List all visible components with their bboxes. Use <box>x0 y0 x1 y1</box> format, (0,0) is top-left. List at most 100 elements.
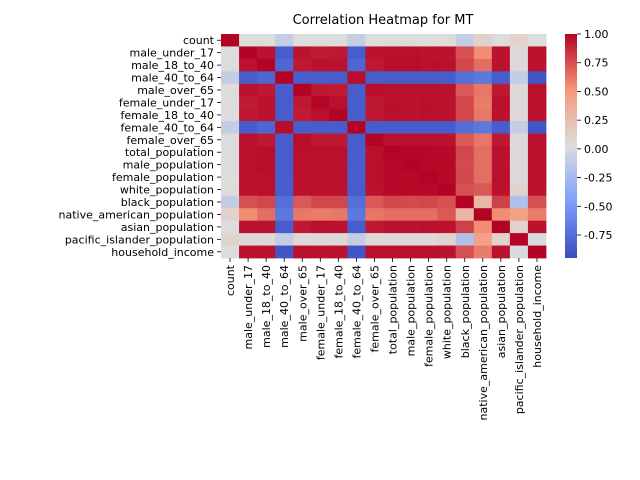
y-tick-label: count <box>183 34 215 47</box>
heatmap-cell-13-11 <box>419 195 439 209</box>
heatmap-cell-0-10 <box>401 34 421 47</box>
heatmap-cell-10-1 <box>239 158 258 172</box>
heatmap-cell-2-6 <box>329 58 348 72</box>
heatmap-cell-9-5 <box>311 146 330 159</box>
heatmap-cell-11-17 <box>527 170 547 184</box>
heatmap-cell-15-16 <box>509 220 529 234</box>
heatmap-cell-16-4 <box>293 233 312 246</box>
heatmap-cell-9-3 <box>275 146 294 159</box>
heatmap-cell-11-4 <box>293 170 312 184</box>
heatmap-cell-14-8 <box>365 208 384 222</box>
heatmap-cell-6-16 <box>509 108 529 122</box>
heatmap-cell-7-12 <box>437 121 457 134</box>
heatmap-cell-12-15 <box>491 183 511 197</box>
heatmap-cell-0-16 <box>509 34 529 47</box>
heatmap-cell-14-6 <box>329 208 348 222</box>
heatmap-cell-7-2 <box>257 121 276 134</box>
heatmap-cell-3-9 <box>383 71 402 85</box>
x-tick-labels: count male_under_17 male_18_to_40 male_40_t… <box>224 258 544 420</box>
heatmap-cell-8-0 <box>221 133 240 147</box>
heatmap-cell-0-12 <box>437 34 457 47</box>
heatmap-cell-4-2 <box>257 83 276 97</box>
heatmap-cell-15-4 <box>293 220 312 234</box>
heatmap-cell-16-17 <box>527 233 547 246</box>
heatmap-cell-16-10 <box>401 233 421 246</box>
heatmap-cell-1-5 <box>311 46 330 60</box>
heatmap-cell-1-13 <box>455 46 475 60</box>
heatmap-cell-11-16 <box>509 170 529 184</box>
heatmap-cell-16-2 <box>257 233 276 246</box>
heatmap-cell-16-3 <box>275 233 294 246</box>
heatmap-cell-9-14 <box>473 146 493 159</box>
heatmap-cell-14-2 <box>257 208 276 222</box>
heatmap-cell-7-15 <box>491 121 511 134</box>
heatmap-cell-0-2 <box>257 34 276 47</box>
heatmap-cell-16-9 <box>383 233 402 246</box>
heatmap-cell-0-13 <box>455 34 475 47</box>
heatmap-cell-0-1 <box>239 34 258 47</box>
heatmap-cell-4-0 <box>221 83 240 97</box>
heatmap-cell-10-7 <box>347 158 366 172</box>
heatmap-cell-10-9 <box>383 158 402 172</box>
y-tick-label: black_population <box>121 196 214 209</box>
heatmap-cell-3-3 <box>275 71 294 85</box>
heatmap-cell-17-14 <box>473 245 493 259</box>
y-tick-labels: countmale_under_17male_18_to_40male_40_t… <box>59 34 221 259</box>
y-tick-label: male_40_to_64 <box>131 72 214 85</box>
heatmap-cell-17-12 <box>437 245 457 259</box>
heatmap-cell-13-5 <box>311 195 330 209</box>
heatmap-cell-17-15 <box>491 245 511 259</box>
heatmap-cell-13-9 <box>383 195 402 209</box>
heatmap-cell-16-8 <box>365 233 384 246</box>
heatmap-cell-14-14 <box>473 208 493 222</box>
heatmap-cell-14-10 <box>401 208 421 222</box>
colorbar-tick-label: 1.00 <box>584 28 609 41</box>
heatmap-cell-16-11 <box>419 233 439 246</box>
heatmap-cell-0-5 <box>311 34 330 47</box>
heatmap-cell-9-2 <box>257 146 276 159</box>
heatmap-cell-4-16 <box>509 83 529 97</box>
heatmap-cell-1-2 <box>257 46 276 60</box>
heatmap-cell-5-7 <box>347 96 366 110</box>
heatmap-cell-14-7 <box>347 208 366 222</box>
heatmap-cell-13-0 <box>221 195 240 209</box>
heatmap-cell-6-9 <box>383 108 402 122</box>
heatmap-cell-10-2 <box>257 158 276 172</box>
y-tick-label: male_over_65 <box>137 84 214 97</box>
heatmap-cell-8-5 <box>311 133 330 147</box>
heatmap-cell-15-15 <box>491 220 511 234</box>
heatmap-cell-12-4 <box>293 183 312 197</box>
colorbar-tick-label: -0.25 <box>584 172 612 185</box>
heatmap-cell-10-14 <box>473 158 493 172</box>
heatmap-cell-10-10 <box>401 158 421 172</box>
heatmap-cell-10-15 <box>491 158 511 172</box>
heatmap-cell-2-2 <box>257 58 276 72</box>
heatmap-cell-14-5 <box>311 208 330 222</box>
heatmap-cell-7-10 <box>401 121 421 134</box>
colorbar-tick-label: 0.75 <box>584 57 609 70</box>
heatmap-cell-0-14 <box>473 34 493 47</box>
heatmap-cell-2-1 <box>239 58 258 72</box>
heatmap-cell-1-1 <box>239 46 258 60</box>
x-tick-label: asian_population <box>495 265 508 358</box>
x-tick-label: female_over_65 <box>368 265 381 352</box>
y-tick-label: female_18_to_40 <box>121 109 214 122</box>
heatmap-cell-0-9 <box>383 34 402 47</box>
heatmap-cell-17-4 <box>293 245 312 259</box>
heatmap-cell-6-3 <box>275 108 294 122</box>
heatmap-cell-12-13 <box>455 183 475 197</box>
heatmap-cell-3-2 <box>257 71 276 85</box>
heatmap-cell-13-15 <box>491 195 511 209</box>
heatmap-cell-15-17 <box>527 220 547 234</box>
heatmap-cell-12-1 <box>239 183 258 197</box>
heatmap-cell-14-13 <box>455 208 475 222</box>
heatmap-cell-8-15 <box>491 133 511 147</box>
heatmap-cell-13-16 <box>509 195 529 209</box>
heatmap-cell-4-12 <box>437 83 457 97</box>
heatmap-cell-16-13 <box>455 233 475 246</box>
heatmap-cell-8-12 <box>437 133 457 147</box>
heatmap-cell-8-16 <box>509 133 529 147</box>
heatmap-cell-4-15 <box>491 83 511 97</box>
heatmap-cell-8-7 <box>347 133 366 147</box>
heatmap-cell-12-11 <box>419 183 439 197</box>
